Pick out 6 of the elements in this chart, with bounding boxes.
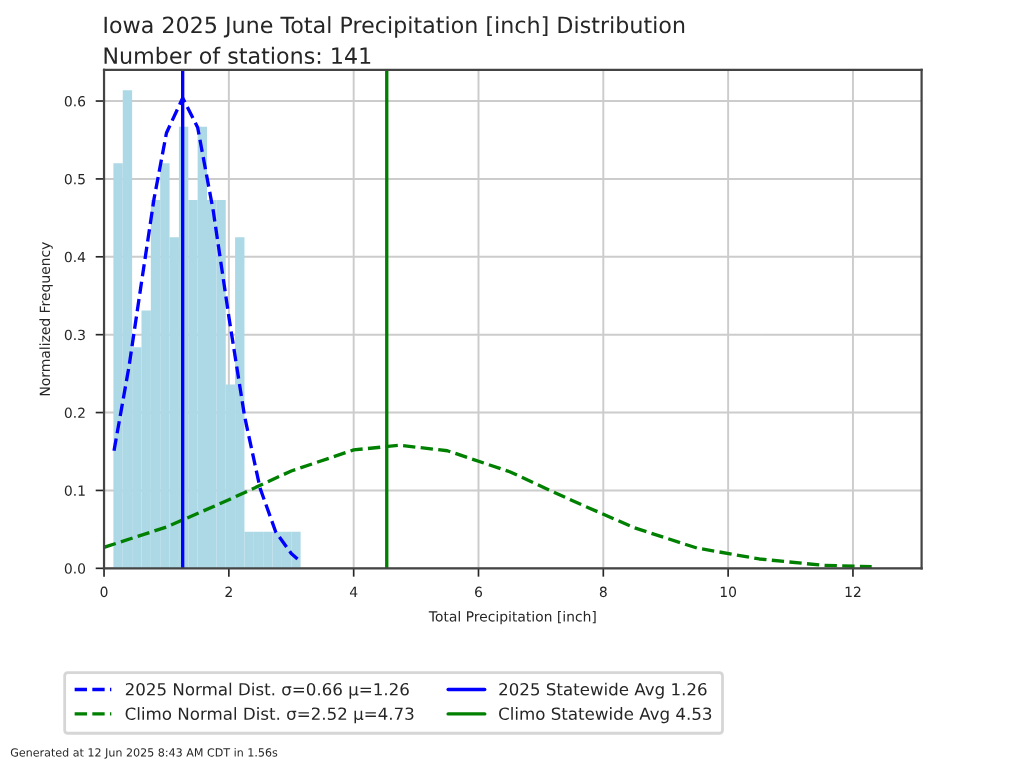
chart-title: Iowa 2025 June Total Precipitation [inch] Distribution xyxy=(104,16,685,38)
legend-label: 2025 Normal Dist. σ=0.66 μ=1.26 xyxy=(125,682,409,699)
legend-label: 2025 Statewide Avg 1.26 xyxy=(499,682,707,699)
legend-label: Climo Normal Dist. σ=2.52 μ=4.73 xyxy=(125,707,414,724)
legend-label: Climo Statewide Avg 4.53 xyxy=(499,707,712,724)
chart-subtitle: Number of stations: 141 xyxy=(104,46,371,65)
